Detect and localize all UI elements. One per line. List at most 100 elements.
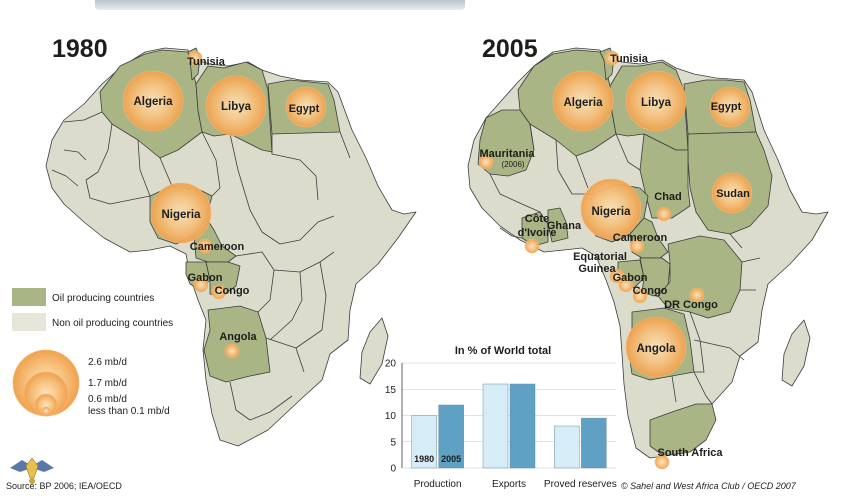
production-circle-1980-nigeria	[150, 182, 212, 244]
legend-size-1: 2.6 mb/d	[88, 357, 127, 368]
country-label-2005-congo: Congo	[633, 285, 668, 297]
legend-size-circles	[12, 349, 80, 417]
country-label-1980-congo: Congo	[215, 285, 250, 297]
production-circle-1980-algeria	[122, 70, 184, 132]
series-label-2005: 2005	[441, 454, 461, 464]
chart-y-tick-label: 15	[385, 385, 397, 396]
country-label-2005--2006-: (2006)	[501, 160, 524, 169]
legend-swatch-oil	[12, 288, 46, 306]
bar-chart: In % of World total 0 5 10 15 20 1980 2005 Pr…	[385, 345, 617, 490]
country-label-1980-libya: Libya	[221, 101, 252, 113]
country-label-2005-c-te: Côte	[525, 213, 549, 225]
map-1980-madagascar	[359, 317, 389, 385]
year-label-1980: 1980	[52, 35, 108, 63]
legend-oil-label: Oil producing countries	[52, 293, 154, 304]
country-label-1980-egypt: Egypt	[289, 103, 320, 115]
chart-y-tick-label: 10	[385, 411, 397, 422]
chart-y-tick-label: 20	[385, 359, 397, 370]
map-2005-madagascar	[781, 319, 811, 387]
legend-circle-0-1	[41, 406, 51, 416]
production-circle-1980-cameroon	[197, 238, 213, 254]
country-label-2005-ghana: Ghana	[547, 220, 582, 232]
country-label-1980-algeria: Algeria	[134, 96, 174, 108]
country-label-2005-equatorial: Equatorial	[573, 251, 627, 263]
production-circle-2005-angola	[625, 316, 687, 378]
production-circle-2005-equatorial-guinea	[609, 268, 625, 284]
bar-2005-production	[438, 404, 464, 469]
chart-y-ticks: 0 5 10 15 20	[385, 359, 397, 475]
club-logo	[10, 457, 54, 484]
chart-category-label: Production	[414, 479, 462, 490]
country-label-2005-gabon: Gabon	[613, 272, 648, 284]
map-1980-angola	[203, 305, 271, 383]
bar-2005-exports	[509, 383, 536, 469]
chart-y-tick-label: 0	[390, 464, 396, 475]
chart-y-tick-label: 5	[390, 437, 396, 448]
bar-1980-proved-reserves	[554, 425, 580, 469]
production-circle-2005-gabon	[618, 277, 634, 293]
country-label-2005-libya: Libya	[641, 97, 672, 109]
production-circles	[122, 50, 753, 470]
header-shadow-bar	[95, 0, 465, 10]
country-label-2005-tunisia: Tunisia	[610, 53, 649, 65]
production-circle-1980-angola	[224, 343, 240, 359]
chart-title: In % of World total	[455, 345, 551, 357]
legend-size-2: 1.7 mb/d	[88, 378, 127, 389]
legend-non-oil-label: Non oil producing countries	[52, 318, 173, 329]
production-circle-2005-nigeria	[580, 178, 642, 240]
country-label-1980-angola: Angola	[219, 331, 257, 343]
country-labels: Tunisia Algeria Libya Egypt Nigeria Cameroon G…	[134, 53, 751, 459]
country-label-1980-tunisia: Tunisia	[187, 56, 226, 68]
country-label-2005-south-africa: South Africa	[658, 447, 724, 459]
series-label-1980: 1980	[414, 454, 434, 464]
production-circle-2005-c-te-d-ivoire	[524, 238, 540, 254]
production-circle-2005-dr-congo	[689, 287, 705, 303]
chart-category-label: Exports	[492, 479, 526, 490]
chart-grid	[401, 362, 616, 469]
production-circle-2005-libya	[625, 70, 687, 132]
bar-1980-exports	[482, 383, 509, 469]
production-circle-2005-cameroon	[629, 238, 645, 254]
chart-category-label: Proved reserves	[544, 479, 617, 490]
country-label-1980-cameroon: Cameroon	[190, 241, 245, 253]
production-circle-2005-chad	[656, 206, 672, 222]
legend-size-4: less than 0.1 mb/d	[88, 406, 170, 417]
legend-circle-0-6	[34, 393, 58, 417]
map-2005-south-africa	[649, 403, 717, 457]
chart-bars: 1980 2005	[411, 383, 607, 469]
production-circle-1980-congo	[211, 284, 227, 300]
country-label-2005-guinea: Guinea	[578, 263, 616, 275]
copyright-credit: © Sahel and West Africa Club / OECD 2007	[621, 481, 796, 491]
map-2005-congo	[639, 257, 671, 297]
country-label-2005-angola: Angola	[637, 343, 677, 355]
production-circle-2005-algeria	[552, 70, 614, 132]
production-circle-2005-congo	[632, 288, 648, 304]
legend-swatch-non-oil	[12, 313, 46, 331]
chart-categories: Production Exports Proved reserves	[414, 479, 617, 490]
production-circle-1980-egypt	[285, 86, 327, 128]
year-label-2005: 2005	[482, 35, 538, 63]
production-circle-1980-libya	[205, 75, 267, 137]
bar-1980-production	[411, 415, 437, 469]
country-label-2005-chad: Chad	[654, 191, 682, 203]
bar-2005-proved-reserves	[581, 417, 607, 469]
production-circle-2005-mauritania	[478, 154, 494, 170]
legend: Oil producing countries Non oil producin…	[12, 288, 173, 417]
production-circle-2005-tunisia	[604, 50, 620, 66]
country-label-2005-egypt: Egypt	[711, 101, 742, 113]
map-2005-ghana	[547, 207, 569, 243]
country-label-2005-dr-congo: DR Congo	[664, 299, 718, 311]
map-2005-drcongo	[657, 235, 743, 319]
country-label-2005-nigeria: Nigeria	[592, 206, 632, 218]
country-label-2005-d-ivoire: d'Ivoire	[518, 227, 557, 239]
country-label-2005-sudan: Sudan	[716, 188, 750, 200]
country-label-2005-mauritania: Mauritania	[479, 148, 535, 160]
country-label-1980-gabon: Gabon	[188, 272, 223, 284]
country-label-1980-nigeria: Nigeria	[162, 209, 202, 221]
country-label-2005-algeria: Algeria	[564, 97, 604, 109]
source-credit: Source: BP 2006; IEA/OECD	[6, 481, 122, 491]
legend-size-3: 0.6 mb/d	[88, 394, 127, 405]
map-2005-chad	[639, 133, 691, 219]
country-label-2005-cameroon: Cameroon	[613, 232, 668, 244]
